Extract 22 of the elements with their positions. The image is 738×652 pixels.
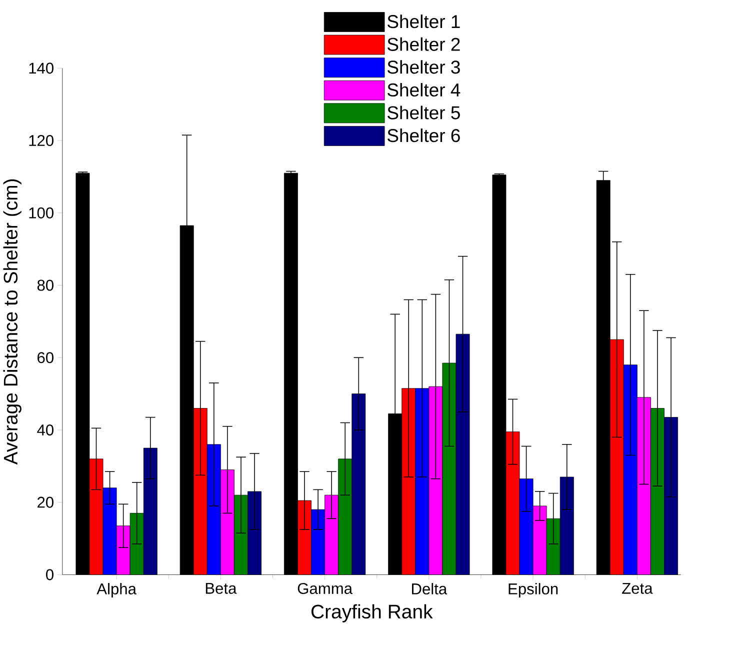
x-tick-label: Gamma [298, 583, 353, 594]
x-tick-label: Alpha [96, 583, 136, 598]
y-tick-label: 0 [46, 569, 54, 580]
x-tick-label: Epsilon [508, 583, 558, 598]
legend-label: Shelter 3 [388, 60, 460, 74]
y-axis-title: Average Distance to Shelter (cm) [3, 180, 22, 465]
y-tick-label: 40 [37, 424, 54, 436]
legend-label: Shelter 1 [388, 14, 460, 28]
x-tick-label: Delta [412, 583, 448, 595]
y-tick-label: 20 [38, 496, 54, 508]
y-tick-label: 80 [37, 280, 54, 291]
y-tick-label: 120 [29, 135, 54, 146]
x-axis-title: Crayfish Rank [311, 604, 433, 623]
x-tick-label: Beta [206, 583, 237, 594]
x-tick-label: Zeta [622, 583, 653, 594]
legend-label: Shelter 5 [388, 106, 460, 120]
y-tick-label: 60 [38, 352, 54, 364]
legend-label: Shelter 2 [388, 38, 460, 52]
y-tick-label: 100 [29, 208, 54, 219]
legend-label: Shelter 6 [388, 128, 460, 142]
y-tick-label: 140 [29, 62, 54, 74]
legend-label: Shelter 4 [388, 83, 460, 97]
